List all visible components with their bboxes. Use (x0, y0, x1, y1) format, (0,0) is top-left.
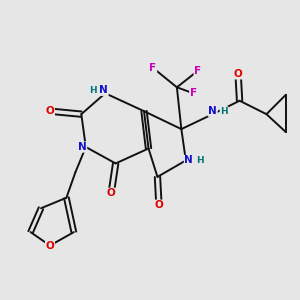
Text: N: N (184, 155, 193, 166)
Text: O: O (46, 241, 54, 250)
Text: H: H (196, 156, 204, 165)
Text: F: F (194, 66, 201, 76)
Text: F: F (190, 88, 197, 98)
Text: N: N (99, 85, 108, 95)
Text: O: O (154, 200, 163, 210)
Text: H: H (220, 107, 228, 116)
Text: N: N (78, 142, 87, 152)
Text: H: H (89, 86, 97, 95)
Text: O: O (46, 106, 54, 116)
Text: O: O (234, 69, 242, 79)
Text: N: N (208, 106, 217, 116)
Text: O: O (107, 188, 116, 198)
Text: F: F (149, 63, 157, 73)
